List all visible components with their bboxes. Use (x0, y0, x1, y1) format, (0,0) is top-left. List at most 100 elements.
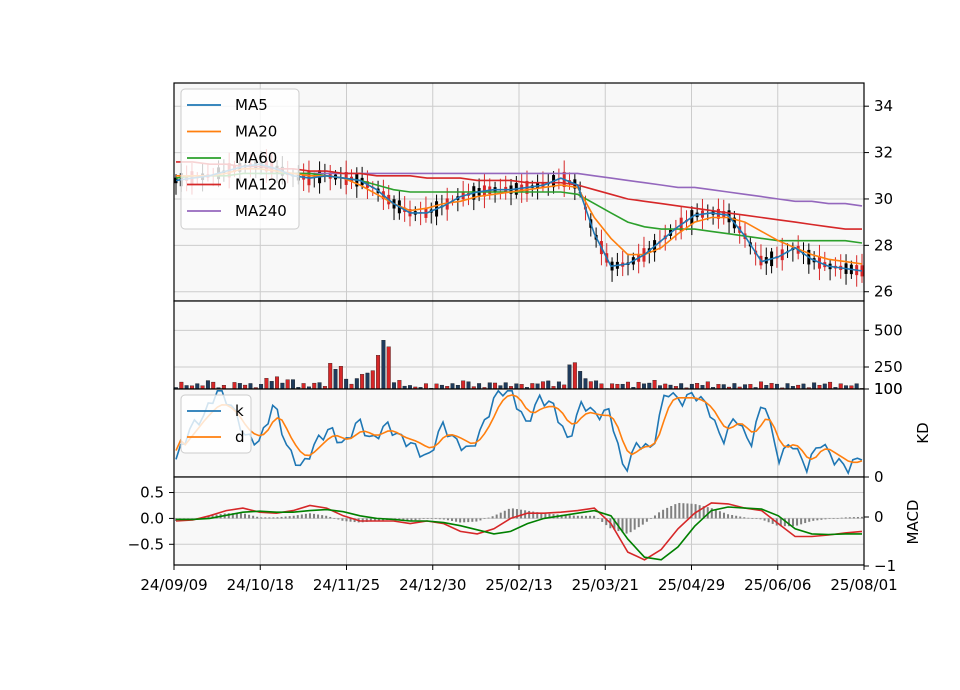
volume-bar (179, 381, 184, 390)
macd-histogram-bar (292, 515, 295, 519)
macd-histogram-bar (633, 518, 636, 530)
macd-histogram-bar (767, 518, 770, 523)
volume-bar (211, 381, 216, 390)
volume-bar (785, 383, 790, 390)
volume-bar (801, 383, 806, 390)
macd-histogram-bar (337, 518, 340, 520)
macd-histogram-bar (593, 515, 596, 519)
macd-histogram-bar (625, 518, 628, 534)
macd-histogram-bar (272, 517, 275, 519)
volume-bar (578, 371, 583, 390)
macd-histogram-bar (783, 518, 786, 527)
volume-bar (663, 383, 668, 390)
macd-histogram-bar (268, 517, 271, 519)
volume-bar (721, 384, 726, 390)
price-ytick-label: 34 (874, 97, 893, 115)
volume-bar (503, 382, 508, 390)
k-line (175, 389, 863, 476)
x-tick-label: 25/06/06 (744, 576, 811, 594)
legend-label-ma5: MA5 (235, 96, 268, 114)
macd-histogram-bar (313, 513, 316, 519)
volume-bar (317, 382, 322, 390)
volume-bar (333, 368, 338, 390)
volume-bar (748, 384, 753, 390)
macd-histogram-bar (248, 514, 251, 519)
macd-histogram-bar (840, 517, 843, 519)
volume-bar (822, 383, 827, 390)
macd-histogram-bar (848, 517, 851, 519)
macd-histogram-bar (694, 504, 697, 519)
macd-histogram-bar (812, 518, 815, 521)
x-tick-label: 24/11/25 (313, 576, 380, 594)
volume-ytick-label: 250 (874, 358, 903, 376)
macd-histogram-bar (824, 518, 827, 520)
kd-legend-box (180, 394, 252, 454)
macd-panel: 0.5 0.0 −0.5 0 −1 MACD (128, 476, 922, 575)
macd-histogram-bar (487, 517, 490, 519)
macd-histogram-bar (402, 518, 405, 521)
volume-bar (349, 383, 354, 390)
volume-bar (275, 376, 279, 390)
macd-histogram-bar (597, 518, 600, 520)
macd-histogram-bar (702, 506, 705, 519)
volume-bar (264, 378, 269, 390)
macd-histogram-bar (787, 518, 790, 527)
macd-histogram-bar (605, 518, 608, 526)
macd-histogram-bar (503, 510, 506, 519)
macd-histogram-bar (520, 509, 523, 519)
volume-bar (647, 382, 652, 390)
volume-bar (642, 383, 646, 390)
volume-bar (450, 383, 455, 390)
macd-left-tick-label: 0.5 (140, 484, 164, 502)
macd-histogram-bar (426, 518, 429, 520)
macd-histogram-bar (540, 512, 543, 519)
volume-bar (477, 383, 482, 390)
macd-histogram-bar (264, 517, 267, 519)
macd-histogram-bar (463, 518, 466, 523)
volume-bar (695, 383, 700, 390)
macd-histogram-bar (698, 505, 701, 519)
volume-bar (285, 379, 290, 390)
volume-bar (716, 384, 721, 390)
macd-histogram-bar (256, 516, 259, 519)
macd-histogram-bar (239, 513, 242, 519)
macd-histogram-bar (304, 513, 307, 519)
x-tick-label: 25/02/13 (485, 576, 552, 594)
macd-histogram-bar (820, 518, 823, 520)
price-legend-box (180, 88, 300, 230)
price-ytick-label: 30 (874, 190, 893, 208)
macd-histogram-bar (804, 518, 807, 524)
macd-left-tick-label: 0.0 (140, 509, 164, 527)
price-ytick-label: 26 (874, 283, 893, 301)
volume-bar (386, 346, 391, 390)
macd-histogram-bar (706, 507, 709, 519)
macd-histogram-bar (406, 518, 409, 521)
macd-histogram-bar (641, 518, 644, 525)
volume-bar (328, 363, 333, 390)
macd-histogram-bar (528, 510, 531, 519)
macd-histogram-bar (536, 512, 539, 519)
volume-bar (301, 383, 306, 390)
macd-histogram-bar (495, 514, 498, 519)
x-tick-label: 25/04/29 (658, 576, 725, 594)
volume-bar (705, 381, 710, 390)
volume-bar (812, 382, 817, 390)
macd-histogram-bar (252, 515, 255, 519)
macd-histogram-bar (260, 517, 263, 519)
legend-label-ma20: MA20 (235, 123, 277, 141)
macd-histogram-bar (710, 508, 713, 519)
volume-bar (360, 374, 365, 390)
macd-histogram-bar (568, 515, 571, 519)
volume-bar (743, 384, 747, 390)
macd-histogram-bar (690, 503, 693, 519)
macd-histogram-bar (645, 518, 648, 522)
volume-bar (461, 380, 466, 390)
volume-bar (519, 384, 524, 390)
macd-histogram-bar (369, 518, 372, 522)
macd-histogram-bar (418, 518, 421, 520)
volume-bar (530, 383, 535, 390)
x-axis-ticks: 24/09/09 24/10/18 24/11/25 24/12/30 25/02/13… (140, 565, 898, 594)
volume-bar (237, 383, 242, 390)
macd-histogram-bar (235, 513, 238, 519)
macd-histogram-bar (832, 518, 835, 520)
